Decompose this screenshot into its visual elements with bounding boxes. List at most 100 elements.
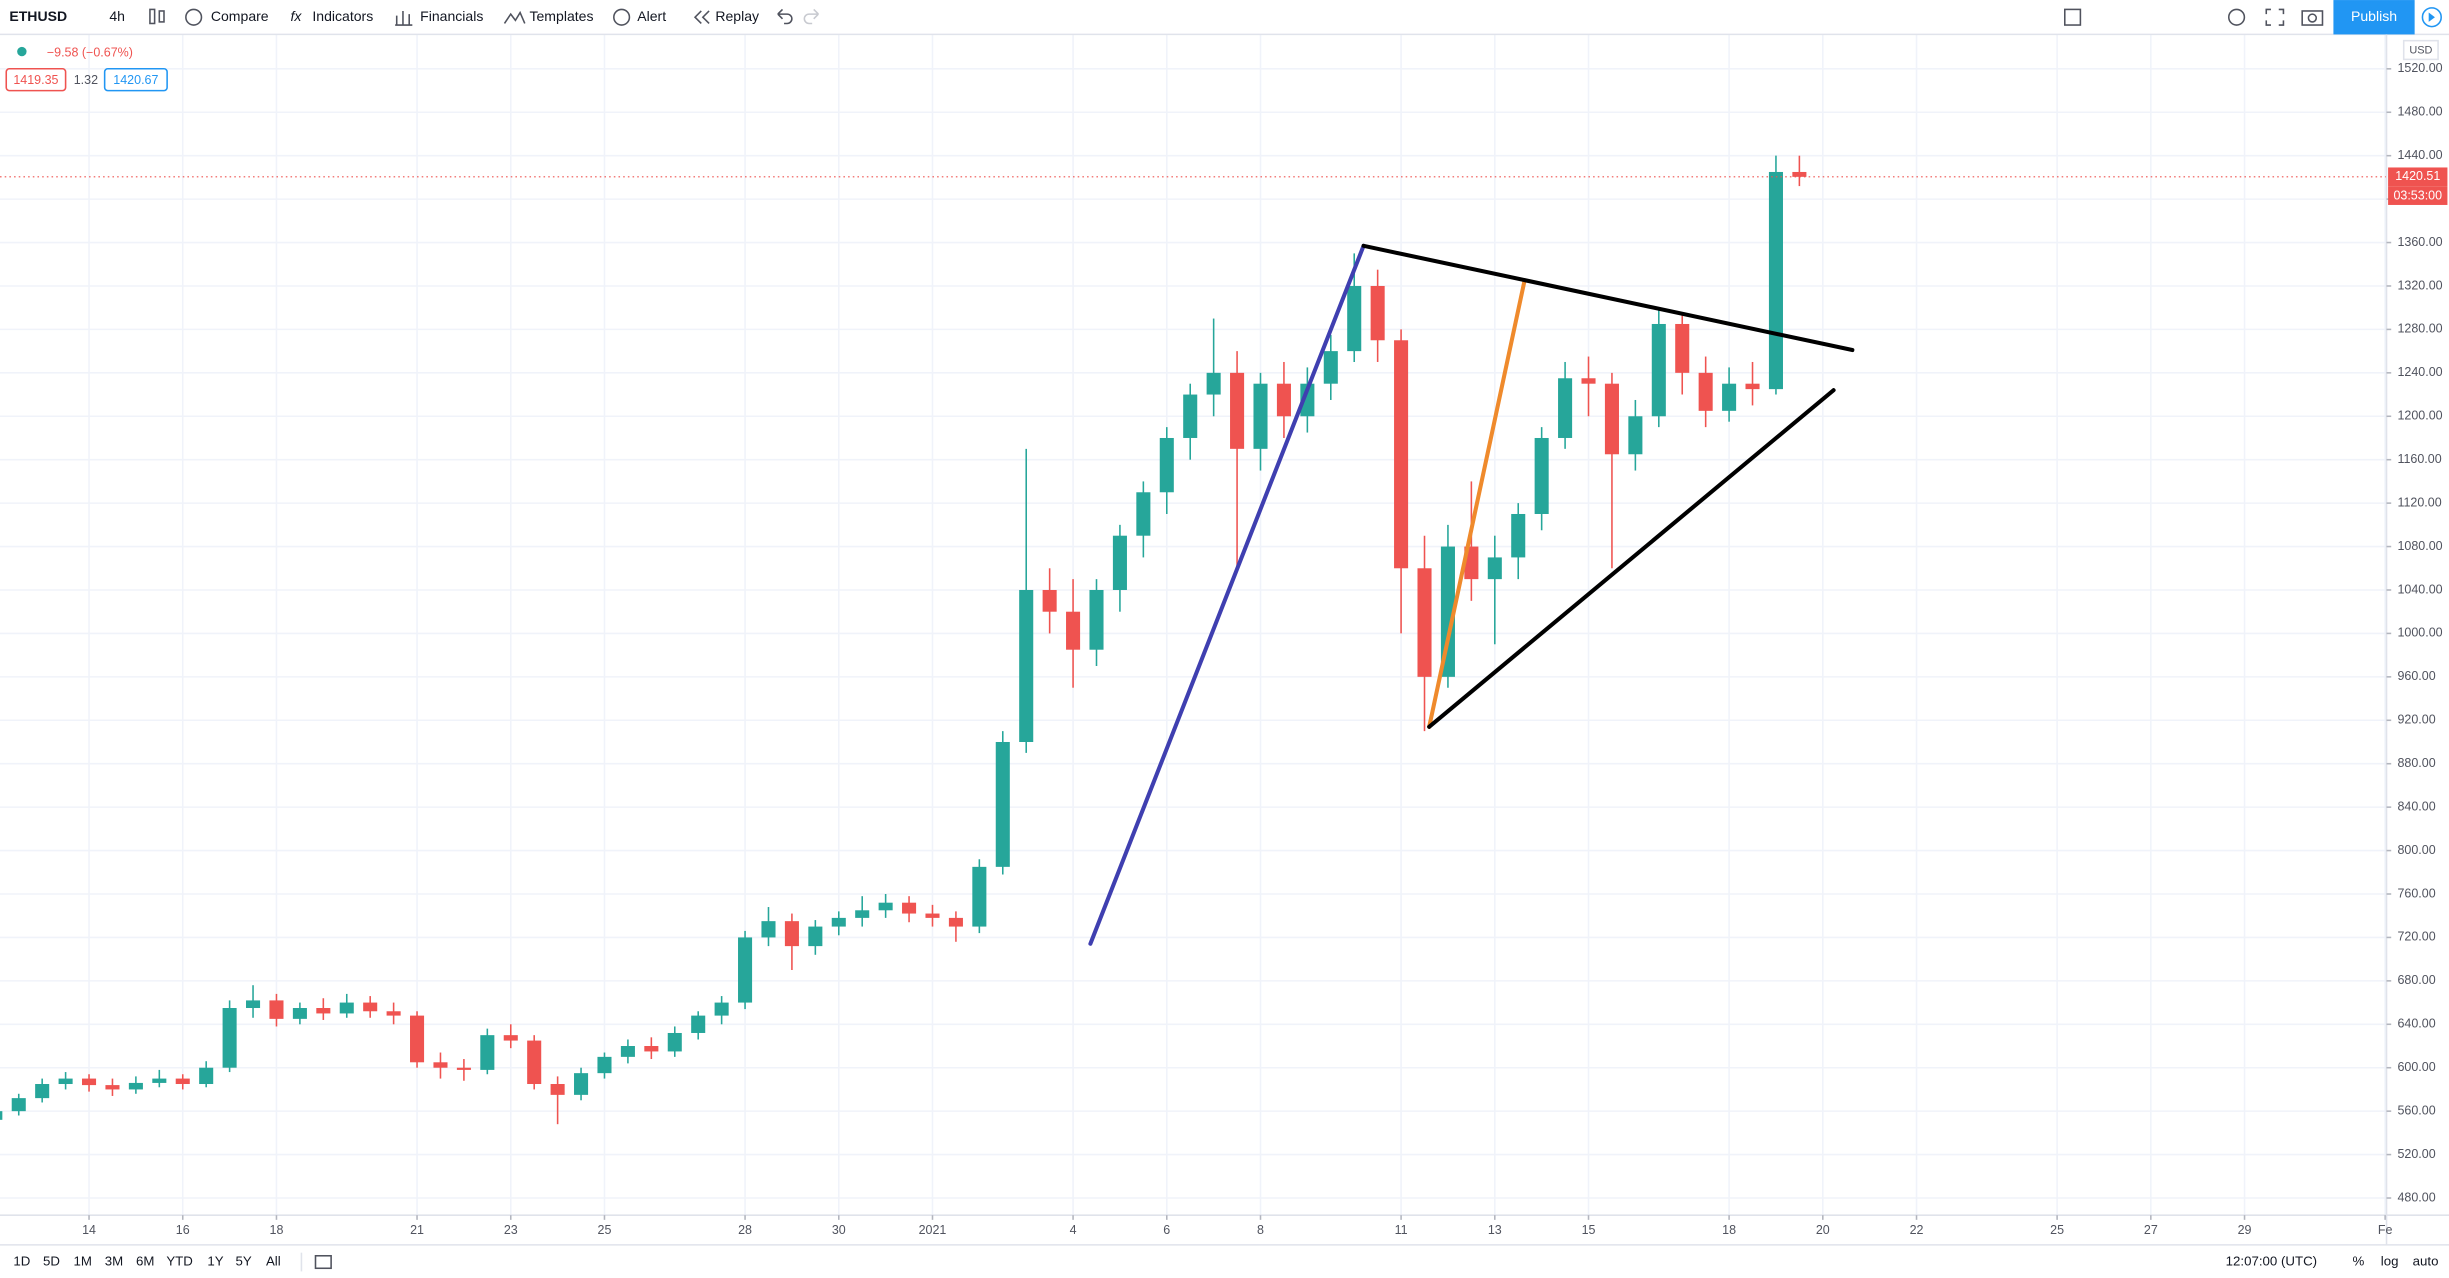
- status-dot: [17, 46, 27, 57]
- last-price-label: 1420.51: [2395, 169, 2440, 183]
- x-tick-label: 29: [2238, 1223, 2252, 1237]
- candle-body: [1183, 394, 1198, 438]
- compare-icon[interactable]: [185, 8, 203, 26]
- trend-line[interactable]: [1427, 388, 1836, 729]
- alert-icon[interactable]: [613, 8, 631, 26]
- chart-style-icon[interactable]: [149, 8, 165, 25]
- y-tick-label: 1440.00: [2397, 148, 2442, 162]
- x-tick-label: 27: [2144, 1223, 2158, 1237]
- candle-body: [82, 1078, 97, 1086]
- last-price-box: [2388, 167, 2448, 187]
- candle-body: [480, 1035, 495, 1070]
- y-tick-label: 480.00: [2397, 1190, 2435, 1204]
- x-tick-label: 25: [2050, 1223, 2064, 1237]
- trend-line[interactable]: [1427, 279, 1527, 729]
- y-tick-label: 1040.00: [2397, 582, 2442, 596]
- range-button[interactable]: 1D: [13, 1254, 30, 1269]
- spread: 1.32: [74, 73, 98, 87]
- x-tick-label: 11: [1395, 1223, 1408, 1237]
- bid-price[interactable]: 1419.35: [13, 73, 58, 87]
- range-button[interactable]: 1M: [74, 1254, 92, 1269]
- symbol[interactable]: ETHUSD: [9, 8, 67, 24]
- indicators-icon[interactable]: fx: [291, 8, 303, 24]
- candle-body: [128, 1082, 143, 1090]
- date-range-icon[interactable]: [314, 1254, 332, 1270]
- ask-box[interactable]: [103, 67, 168, 92]
- candle-body: [1675, 323, 1690, 373]
- layout-icon[interactable]: [2064, 8, 2082, 26]
- candle-body: [0, 1111, 3, 1120]
- candle-body: [902, 902, 917, 914]
- interval[interactable]: 4h: [109, 8, 125, 24]
- publish-label[interactable]: Publish: [2351, 8, 2397, 24]
- y-tick-label: 960.00: [2397, 669, 2435, 683]
- y-tick-label: 760.00: [2397, 886, 2435, 900]
- financials-icon[interactable]: [395, 10, 413, 26]
- toolbar-button[interactable]: Alert: [637, 8, 666, 24]
- y-tick-label: 1080.00: [2397, 539, 2442, 553]
- scale-option[interactable]: %: [2353, 1254, 2365, 1269]
- toolbar-button[interactable]: Indicators: [312, 8, 373, 24]
- candle-body: [1651, 323, 1666, 417]
- candle-body: [1300, 383, 1315, 417]
- toolbar-button[interactable]: Templates: [529, 8, 593, 24]
- range-button[interactable]: 6M: [136, 1254, 154, 1269]
- x-tick-label: 16: [176, 1223, 190, 1237]
- snapshot-icon[interactable]: [2301, 10, 2324, 26]
- candle-body: [1136, 492, 1151, 536]
- y-tick-label: 1360.00: [2397, 235, 2442, 249]
- range-button[interactable]: 1Y: [207, 1254, 223, 1269]
- candle-body: [714, 1002, 729, 1016]
- currency-box[interactable]: [2402, 39, 2439, 61]
- toolbar-button[interactable]: Financials: [420, 8, 483, 24]
- candle-body: [597, 1056, 612, 1074]
- trend-line[interactable]: [1088, 243, 1366, 946]
- x-tick-label: 18: [270, 1223, 284, 1237]
- candle-body: [995, 741, 1010, 867]
- fullscreen-icon[interactable]: [2265, 8, 2285, 26]
- range-button[interactable]: 5D: [43, 1254, 60, 1269]
- candle-body: [1768, 171, 1783, 390]
- x-tick-label: 14: [82, 1223, 96, 1237]
- redo-icon[interactable]: [803, 8, 819, 25]
- x-tick-label: 20: [1816, 1223, 1830, 1237]
- y-tick-label: 1200.00: [2397, 409, 2442, 423]
- publish-button[interactable]: [2333, 0, 2415, 35]
- toolbar-button[interactable]: Compare: [211, 8, 269, 24]
- ask-price[interactable]: 1420.67: [113, 73, 158, 87]
- countdown-box: [2388, 186, 2448, 205]
- candle-body: [1698, 372, 1713, 411]
- range-button[interactable]: All: [266, 1254, 281, 1269]
- candle-body: [1230, 372, 1245, 449]
- undo-icon[interactable]: [777, 8, 793, 25]
- candle-body: [1089, 589, 1104, 650]
- range-button[interactable]: 5Y: [236, 1254, 252, 1269]
- replay-icon[interactable]: [693, 10, 710, 25]
- currency[interactable]: USD: [2409, 45, 2432, 57]
- candle-body: [691, 1015, 706, 1033]
- trend-line[interactable]: [1361, 243, 1855, 353]
- templates-icon[interactable]: [503, 10, 526, 24]
- candle-body: [1394, 340, 1409, 569]
- candle-body: [1276, 383, 1291, 417]
- range-button[interactable]: 3M: [105, 1254, 123, 1269]
- candle-body: [925, 913, 940, 918]
- x-tick-label: 30: [832, 1223, 846, 1237]
- candle-body: [550, 1084, 565, 1095]
- candle-body: [1604, 383, 1619, 455]
- candle-body: [1206, 372, 1221, 395]
- play-icon[interactable]: [2421, 7, 2442, 28]
- candle-body: [738, 937, 753, 1003]
- candle-body: [199, 1067, 214, 1085]
- scale-option[interactable]: auto: [2413, 1254, 2439, 1269]
- candle-body: [152, 1078, 167, 1083]
- scale-option[interactable]: log: [2381, 1254, 2399, 1269]
- range-button[interactable]: YTD: [166, 1254, 193, 1269]
- bid-box[interactable]: [5, 67, 67, 92]
- candle-body: [316, 1008, 331, 1014]
- toolbar-button[interactable]: Replay: [715, 8, 759, 24]
- settings-icon[interactable]: [2227, 8, 2246, 26]
- candle-body: [503, 1035, 518, 1041]
- candle-body: [222, 1008, 237, 1068]
- y-tick-label: 720.00: [2397, 930, 2435, 944]
